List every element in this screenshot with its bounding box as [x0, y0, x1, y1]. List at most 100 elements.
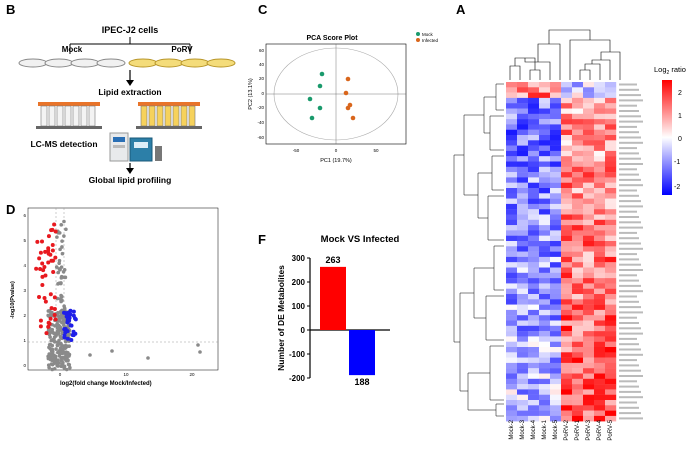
heatmap-cell [594, 188, 606, 194]
heatmap-cell [528, 362, 540, 369]
volcano-point-down [71, 329, 76, 334]
volcano-point-ns [67, 344, 71, 348]
heatmap-cell [561, 331, 573, 337]
heatmap-cell [572, 241, 584, 247]
volcano-point-ns [57, 350, 62, 355]
bar-value-label: 263 [325, 255, 340, 265]
heatmap-cell [539, 150, 551, 157]
heatmap-cell [583, 394, 595, 401]
volcano-point-up [43, 299, 48, 304]
heatmap-cell [594, 278, 606, 284]
volcano-point-up [39, 239, 44, 244]
bar-chart-title: Mock VS Infected [321, 234, 400, 245]
volcano-point-ns [48, 335, 52, 339]
volcano-point-ns [64, 356, 68, 361]
heatmap-cell [605, 166, 617, 173]
heatmap-cell [583, 283, 595, 289]
volcano-point-ns [57, 261, 61, 265]
heatmap-cell [572, 405, 584, 411]
heatmap-cell [594, 82, 606, 88]
heatmap-cell [583, 87, 595, 93]
heatmap-cell [506, 150, 518, 157]
volcano-point-up [53, 317, 58, 322]
heatmap-cell [539, 129, 551, 136]
heatmap-cell [572, 331, 584, 337]
heatmap-cell [550, 113, 562, 120]
heatmap-cell [561, 272, 573, 279]
heatmap-cell [550, 188, 562, 194]
heatmap-cell [583, 230, 595, 236]
column-label: Mock-5 [553, 419, 559, 439]
heatmap-cell [605, 182, 617, 189]
volcano-point-down [63, 311, 68, 316]
heatmap-cell [561, 256, 573, 263]
heatmap-cell [605, 135, 617, 141]
heatmap-cell [594, 288, 606, 295]
heatmap-cell [528, 177, 540, 183]
heatmap-cell [539, 209, 551, 215]
heatmap-cell [517, 225, 529, 231]
heatmap-cell [528, 150, 540, 157]
heatmap-cell [561, 225, 573, 231]
heatmap-cell [528, 108, 540, 114]
heatmap-cell [561, 97, 573, 104]
heatmap-cell [550, 92, 562, 99]
volcano-point-ns [55, 235, 59, 239]
heatmap-cell [572, 309, 584, 316]
heatmap-cell [517, 235, 529, 242]
heatmap-cell [605, 373, 617, 379]
heatmap-cell [528, 203, 540, 210]
heatmap-cell [572, 177, 584, 183]
row-label-placeholder [619, 110, 639, 112]
heatmap-cell [528, 225, 540, 231]
heatmap-cell [583, 415, 595, 422]
heatmap-cell [572, 87, 584, 93]
volcano-point-up [38, 266, 43, 271]
heatmap-cell [594, 362, 606, 369]
heatmap-cell [561, 113, 573, 120]
heatmap-cell [506, 214, 518, 220]
heatmap-cell [550, 347, 562, 353]
heatmap-cell [550, 262, 562, 268]
heatmap-cell [506, 241, 518, 247]
heatmap-cell [594, 235, 606, 242]
heatmap-cell [528, 384, 540, 390]
heatmap-cell [561, 92, 573, 99]
heatmap-cell [506, 193, 518, 199]
heatmap-cell [517, 368, 529, 374]
heatmap-cell [539, 267, 551, 273]
heatmap-cell [550, 225, 562, 231]
bar-down [349, 330, 375, 376]
heatmap-cell [572, 156, 584, 162]
row-label-placeholder [619, 231, 637, 234]
group-mock-label: Mock [62, 45, 83, 54]
heatmap-cell [528, 331, 540, 337]
heatmap-cell [605, 331, 617, 337]
heatmap-cell [561, 87, 573, 93]
pca-point-infected [343, 90, 349, 96]
heatmap-cell [528, 219, 540, 226]
heatmap-cell [506, 400, 518, 406]
heatmap-cell [517, 352, 529, 358]
heatmap-cell [605, 341, 617, 348]
heatmap-cell [539, 225, 551, 231]
heatmap-cell [506, 87, 518, 93]
heatmap-cell [572, 410, 584, 417]
row-label-placeholder [619, 284, 641, 287]
volcano-point-up [46, 324, 51, 329]
heatmap-cell [539, 103, 551, 109]
heatmap-cell [594, 97, 606, 104]
row-label-placeholder [619, 417, 643, 420]
heatmap-cell [517, 193, 529, 199]
row-label-placeholder [619, 337, 637, 340]
column-label: PoRV-2 [564, 419, 570, 440]
heatmap-cell [539, 352, 551, 358]
heatmap-cell [594, 309, 606, 316]
heatmap-cell [528, 283, 540, 289]
row-label-placeholder [619, 258, 639, 261]
heatmap-cell [539, 166, 551, 173]
heatmap-cell [605, 362, 617, 369]
heatmap-cell [539, 304, 551, 311]
heatmap-cell [594, 182, 606, 189]
pca-ylabel: PC2 (13.1%) [248, 78, 254, 110]
